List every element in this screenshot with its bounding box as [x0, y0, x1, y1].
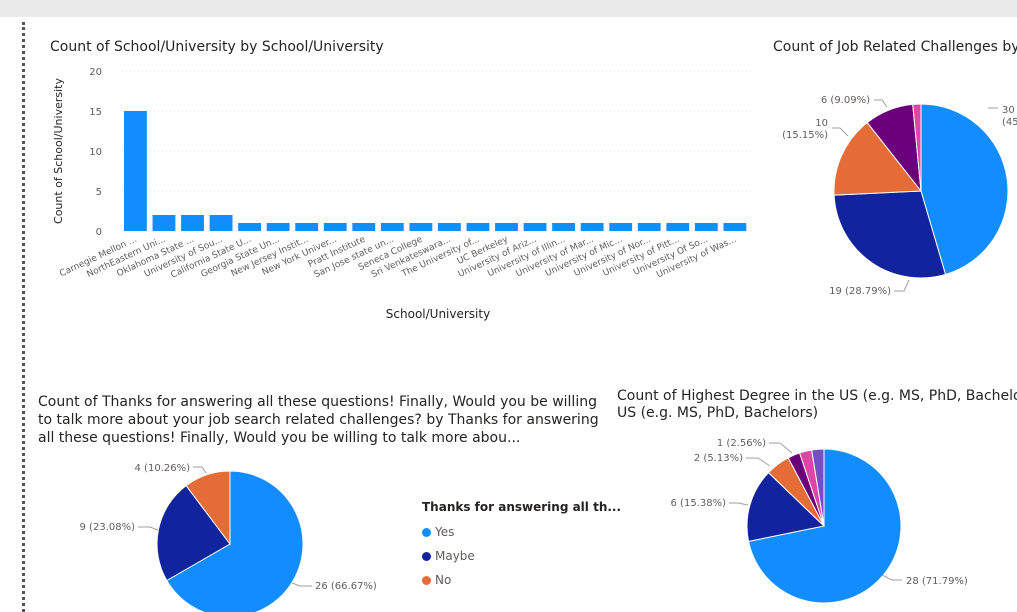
y-tick-label: 0 [96, 227, 102, 238]
bar[interactable] [295, 223, 319, 231]
legend-item-maybe[interactable]: Maybe [422, 544, 621, 568]
pie-data-label: 30 [1002, 105, 1015, 116]
pie-slice[interactable] [912, 103, 922, 192]
bar[interactable] [495, 223, 518, 231]
job-challenges-pie-title: Count of Job Related Challenges by [773, 39, 1017, 55]
bar[interactable] [609, 223, 633, 231]
legend-dot-yes [422, 527, 431, 537]
y-tick-label: 15 [89, 107, 102, 118]
pie-slice[interactable] [920, 103, 1009, 276]
y-axis-title: Count of School/University [52, 78, 65, 224]
legend-label-no: No [435, 573, 452, 587]
y-tick-label: 10 [89, 147, 102, 158]
bar[interactable] [694, 223, 718, 231]
pie-leader-line [881, 574, 902, 581]
bar[interactable] [323, 223, 347, 231]
pie-leader-line [894, 279, 910, 292]
pie-data-label: (15.15%) [782, 130, 828, 141]
x-axis-title: School/University [386, 307, 490, 321]
degree-pie-title: Count of Highest Degree in the US (e.g. … [617, 388, 1017, 404]
bar[interactable] [124, 111, 147, 231]
bar[interactable] [723, 223, 747, 231]
pie-slice[interactable] [747, 448, 902, 604]
pie-leader-line [729, 502, 749, 506]
legend-title: Thanks for answering all th... [422, 500, 622, 514]
bar[interactable] [352, 223, 376, 231]
pie-leader-line [138, 526, 159, 531]
bar[interactable] [438, 223, 461, 231]
pie-slice[interactable] [833, 190, 947, 279]
bar[interactable] [523, 223, 547, 231]
y-tick-label: 20 [89, 67, 102, 78]
pie-data-label: 19 (28.79%) [829, 286, 891, 297]
pie-leader-line [874, 99, 888, 108]
pie-leader-line [193, 466, 207, 474]
thanks-pie-chart: 26 (66.67%) 9 (23.08%) 4 (10.26%) [80, 463, 377, 612]
pie-leader-line [746, 457, 771, 467]
pie-slice[interactable] [746, 471, 826, 542]
bar[interactable] [266, 223, 290, 231]
top-toolbar-strip [0, 0, 1017, 17]
bar[interactable] [209, 215, 233, 231]
pie-data-label: 4 (10.26%) [135, 463, 191, 474]
pie-slice[interactable] [156, 484, 231, 582]
bar-chart-title: Count of School/University by School/Uni… [50, 39, 384, 55]
legend-item-yes[interactable]: Yes [422, 520, 621, 544]
pie-data-label: 10 [815, 118, 828, 129]
legend-label-maybe: Maybe [435, 549, 475, 563]
pie-leader-line [832, 127, 849, 137]
thanks-pie-legend: Thanks for answering all th... Yes Maybe… [422, 500, 621, 592]
pie-slice[interactable] [166, 470, 304, 612]
legend-dot-no [422, 575, 431, 585]
pie-data-label: 2 (5.13%) [694, 453, 743, 464]
pie-data-label: 1 (2.56%) [717, 438, 766, 449]
bar[interactable] [666, 223, 690, 231]
pie-data-label: 28 (71.79%) [906, 576, 968, 587]
pie-data-label: 9 (23.08%) [80, 522, 136, 533]
pie-leader-line [769, 442, 793, 454]
pie-slice[interactable] [833, 121, 922, 196]
pie-slice[interactable] [811, 448, 825, 527]
bar[interactable] [637, 223, 661, 231]
bar[interactable] [380, 223, 404, 231]
bar[interactable] [580, 223, 604, 231]
legend-dot-maybe [422, 551, 431, 561]
bar[interactable] [238, 223, 262, 231]
bar[interactable] [466, 223, 490, 231]
pie-slice[interactable] [185, 470, 231, 546]
degree-pie-title-line2: US (e.g. MS, PhD, Bachelors) [617, 405, 819, 421]
bar[interactable] [552, 223, 576, 231]
job-challenges-pie-chart: 30(45 19 (28.79%) 10(15.15%) 6 (9.09%) [782, 95, 1017, 297]
y-tick-label: 5 [96, 187, 102, 198]
bar[interactable] [181, 215, 204, 231]
canvas-left-border [22, 22, 25, 612]
legend-item-no[interactable]: No [422, 568, 621, 592]
bar[interactable] [152, 215, 176, 231]
pie-data-label: 6 (9.09%) [821, 95, 870, 106]
pie-leader-line [291, 582, 312, 587]
pie-data-label: 26 (66.67%) [315, 581, 377, 592]
bar[interactable] [409, 223, 433, 231]
pie-data-label: 6 (15.38%) [671, 498, 727, 509]
pie-data-label: (45 [1002, 117, 1017, 128]
degree-pie-chart: 28 (71.79%) 6 (15.38%) 2 (5.13%) 1 (2.56%) [671, 438, 968, 604]
thanks-pie-title: Count of Thanks for answering all these … [38, 394, 599, 446]
legend-label-yes: Yes [435, 525, 455, 539]
